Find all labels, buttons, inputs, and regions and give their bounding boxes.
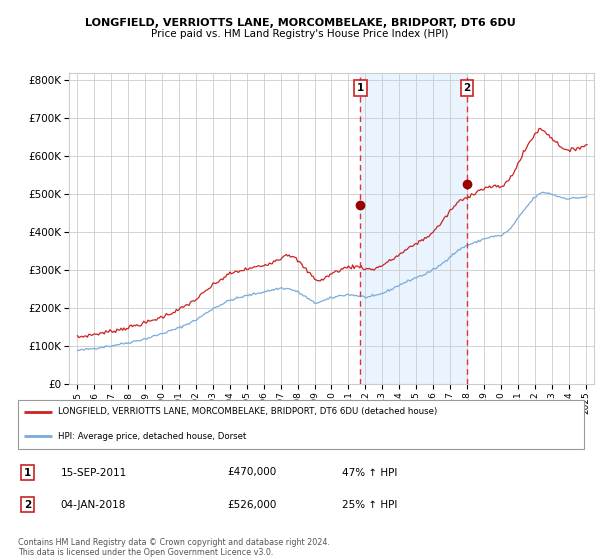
Text: 25% ↑ HPI: 25% ↑ HPI [341,500,397,510]
Text: Price paid vs. HM Land Registry's House Price Index (HPI): Price paid vs. HM Land Registry's House … [151,29,449,39]
Text: 1: 1 [24,468,31,478]
Text: 2: 2 [464,83,471,93]
Text: £526,000: £526,000 [227,500,277,510]
Text: 2: 2 [24,500,31,510]
Text: LONGFIELD, VERRIOTTS LANE, MORCOMBELAKE, BRIDPORT, DT6 6DU: LONGFIELD, VERRIOTTS LANE, MORCOMBELAKE,… [85,18,515,28]
Text: Contains HM Land Registry data © Crown copyright and database right 2024.
This d: Contains HM Land Registry data © Crown c… [18,538,330,557]
Text: 1: 1 [357,83,364,93]
Text: HPI: Average price, detached house, Dorset: HPI: Average price, detached house, Dors… [58,432,247,441]
Text: LONGFIELD, VERRIOTTS LANE, MORCOMBELAKE, BRIDPORT, DT6 6DU (detached house): LONGFIELD, VERRIOTTS LANE, MORCOMBELAKE,… [58,408,437,417]
Text: £470,000: £470,000 [227,468,276,478]
FancyBboxPatch shape [18,400,584,449]
Text: 04-JAN-2018: 04-JAN-2018 [61,500,126,510]
Bar [361,73,467,384]
Text: 15-SEP-2011: 15-SEP-2011 [61,468,127,478]
Text: 47% ↑ HPI: 47% ↑ HPI [341,468,397,478]
